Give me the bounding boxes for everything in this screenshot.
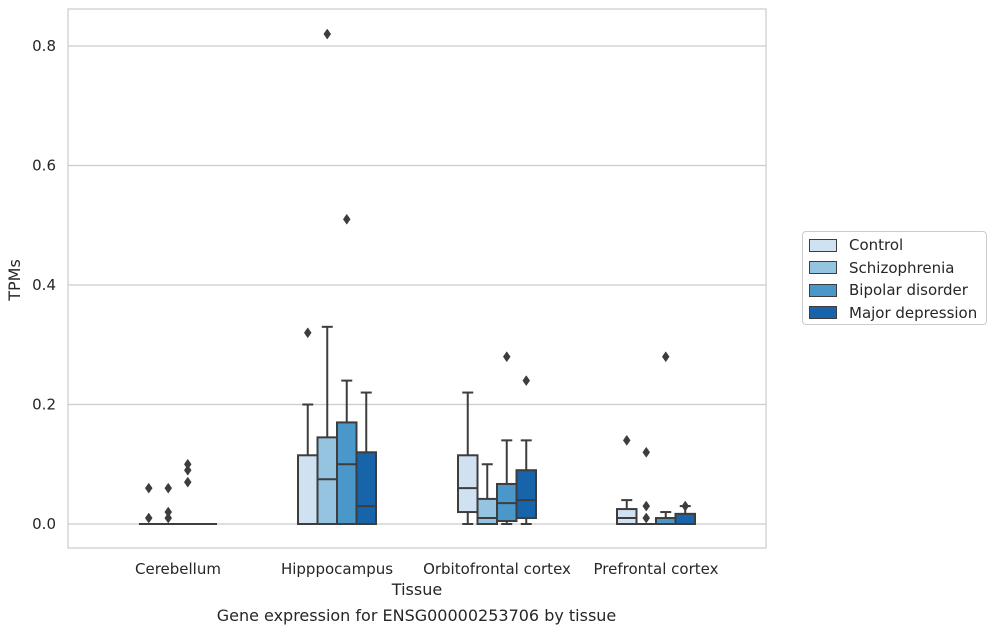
box [457,454,479,514]
outlier-point [502,351,511,363]
legend-swatch [809,261,837,274]
figure-caption: Gene expression for ENSG00000253706 by t… [216,606,617,625]
y-tick-label: 0.2 [32,396,56,414]
y-tick-label: 0.8 [32,37,56,55]
x-axis-label: Tissue [391,580,442,599]
outlier-point [164,512,173,524]
box-major-depression [515,375,537,525]
y-tick-label: 0.0 [32,515,56,533]
plot-frame [67,8,767,549]
box [515,469,537,520]
box [297,454,319,526]
box-control [297,327,319,526]
x-tick-label: Hipppocampus [281,560,393,578]
outlier-point [661,351,670,363]
outlier-point [681,500,690,512]
box-control [139,482,159,525]
box-bipolar-disorder [178,458,198,525]
y-tick-label: 0.6 [32,157,56,175]
outlier-point [323,28,332,40]
outlier-point [183,458,192,470]
legend: Control Schizophrenia Bipolar disorder Majo… [802,231,987,325]
outlier-point [342,213,351,225]
box-bipolar-disorder [496,351,518,525]
legend-item: Control [809,236,903,254]
box-bipolar-disorder [336,213,358,525]
legend-label: Control [849,236,904,254]
outlier-point [303,327,312,339]
outlier-point [164,482,173,494]
x-tick-label: Prefrontal cortex [594,560,719,578]
box-schizophrenia [636,446,656,525]
box-schizophrenia [158,482,178,525]
x-axis-ticks: Cerebellum Hipppocampus Orbitofrontal cort… [135,560,719,578]
outlier-point [642,446,651,458]
box [355,451,377,525]
box [476,497,498,525]
outlier-point [622,434,631,446]
legend-swatch [809,306,837,319]
outlier-point [642,512,651,524]
y-axis-label: TPMs [5,259,24,302]
outlier-point [522,375,531,387]
box [316,436,338,525]
box [616,508,638,525]
outlier-point [183,476,192,488]
legend-label: Schizophrenia [849,258,955,277]
box-schizophrenia [476,463,498,525]
legend-label: Bipolar disorder [849,281,968,299]
outlier-point [642,500,651,512]
legend-label: Major depression [849,303,978,322]
x-tick-label: Cerebellum [135,560,221,578]
box-major-depression [355,391,377,525]
plot-area [67,8,767,549]
box-bipolar-disorder [655,351,677,526]
box-control [457,391,479,525]
outlier-point [144,482,153,494]
box [674,512,696,526]
outlier-point [183,464,192,476]
box-control [616,434,638,525]
y-axis-ticks: 0.0 0.2 0.4 0.6 0.8 [32,37,56,533]
box [336,421,358,525]
legend-item: Bipolar disorder [809,281,968,299]
y-tick-label: 0.4 [32,276,56,294]
outlier-point [164,506,173,518]
boxes [139,28,696,526]
legend-swatch [809,283,837,297]
outlier-point [144,512,153,524]
legend-swatch [809,238,837,252]
legend-item: Major depression [809,304,977,322]
x-tick-label: Orbitofrontal cortex [423,560,571,578]
box-major-depression [674,500,696,526]
legend-item: Schizophrenia [809,259,954,277]
